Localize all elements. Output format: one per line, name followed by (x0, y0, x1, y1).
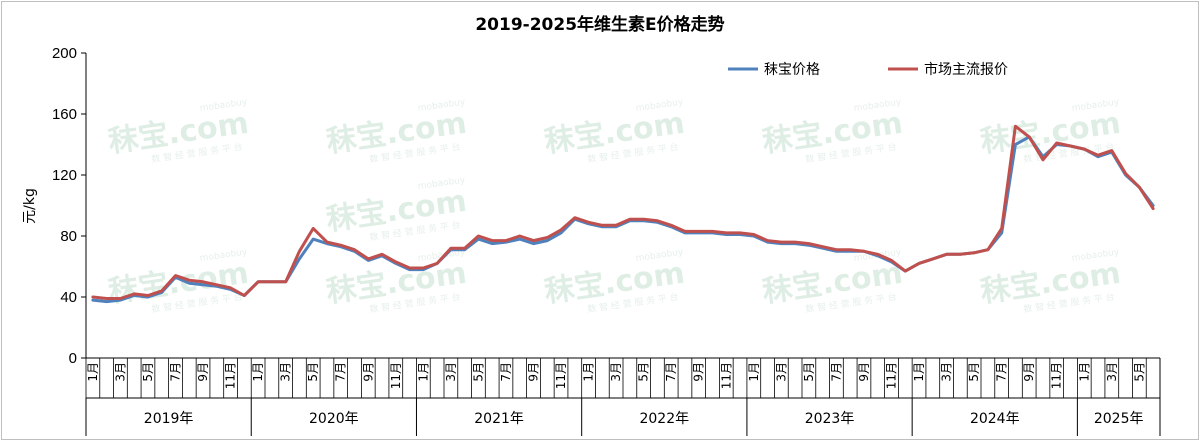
series-layer (91, 124, 1155, 304)
axes-layer: 0 40 80 120 160 200 1月 3月 5月 7月 9月 11月 1月 3月 5月 7月 9月 11月… (52, 45, 1161, 436)
x-month-label: 5月 (967, 362, 981, 382)
y-tick-label: 40 (60, 289, 77, 306)
x-month-label: 9月 (361, 362, 375, 382)
x-month-label: 3月 (940, 362, 954, 382)
x-month-label: 5月 (802, 362, 816, 382)
x-month-label: 5月 (637, 362, 651, 382)
y-tick-label: 200 (52, 45, 77, 62)
x-month-label: 7月 (664, 362, 678, 382)
x-month-label: 3月 (774, 362, 788, 382)
x-month-label: 1月 (747, 362, 761, 382)
x-month-label: 9月 (1022, 362, 1036, 382)
x-month-label: 11月 (554, 362, 568, 389)
x-year-label: 2023年 (805, 411, 855, 427)
x-month-label: 3月 (279, 362, 293, 382)
y-tick-label: 160 (52, 106, 77, 123)
x-month-label: 1月 (1077, 362, 1091, 382)
legend-label-mobao: 秣宝价格 (764, 61, 820, 78)
x-month-label: 3月 (609, 362, 623, 382)
x-month-label: 7月 (829, 362, 843, 382)
x-month-label: 11月 (224, 362, 238, 389)
x-month-label: 3月 (1105, 362, 1119, 382)
x-month-label: 3月 (444, 362, 458, 382)
x-month-label: 1月 (251, 362, 265, 382)
x-month-label: 9月 (527, 362, 541, 382)
x-month-label: 5月 (1132, 362, 1146, 382)
x-month-label: 7月 (499, 362, 513, 382)
legend: 秣宝价格 市场主流报价 (728, 61, 1008, 78)
x-year-label: 2020年 (309, 411, 359, 427)
x-month-label: 11月 (885, 362, 899, 389)
x-month-label: 11月 (719, 362, 733, 389)
x-month-label: 11月 (389, 362, 403, 389)
x-month-label: 3月 (113, 362, 127, 382)
x-month-label: 5月 (306, 362, 320, 382)
x-month-label: 7月 (995, 362, 1009, 382)
legend-label-market: 市场主流报价 (924, 61, 1008, 78)
x-month-label: 9月 (692, 362, 706, 382)
x-month-label: 7月 (334, 362, 348, 382)
x-year-label: 2021年 (474, 411, 524, 427)
x-year-label: 2025年 (1094, 411, 1144, 427)
x-month-label: 1月 (912, 362, 926, 382)
x-month-label: 11月 (1050, 362, 1064, 389)
y-axis-title: 元/kg (22, 188, 38, 224)
x-month-label: 5月 (471, 362, 485, 382)
y-tick-label: 0 (69, 350, 77, 367)
x-month-label: 9月 (196, 362, 210, 382)
x-month-label: 9月 (857, 362, 871, 382)
y-tick-label: 80 (60, 228, 77, 245)
series-line-market (91, 124, 1155, 300)
x-month-label: 1月 (582, 362, 596, 382)
chart-title: 2019-2025年维生素E价格走势 (475, 14, 724, 35)
x-month-label: 5月 (141, 362, 155, 382)
x-month-label: 1月 (416, 362, 430, 382)
x-month-label: 7月 (169, 362, 183, 382)
x-year-label: 2024年 (970, 411, 1020, 427)
x-year-label: 2022年 (639, 411, 689, 427)
x-year-label: 2019年 (144, 411, 194, 427)
watermark-layer: 秣宝.commobaobuy数 智 经 营 服 务 平 台秣宝.commobao… (106, 97, 1123, 315)
x-month-label: 1月 (86, 362, 100, 382)
y-tick-label: 120 (52, 167, 77, 184)
